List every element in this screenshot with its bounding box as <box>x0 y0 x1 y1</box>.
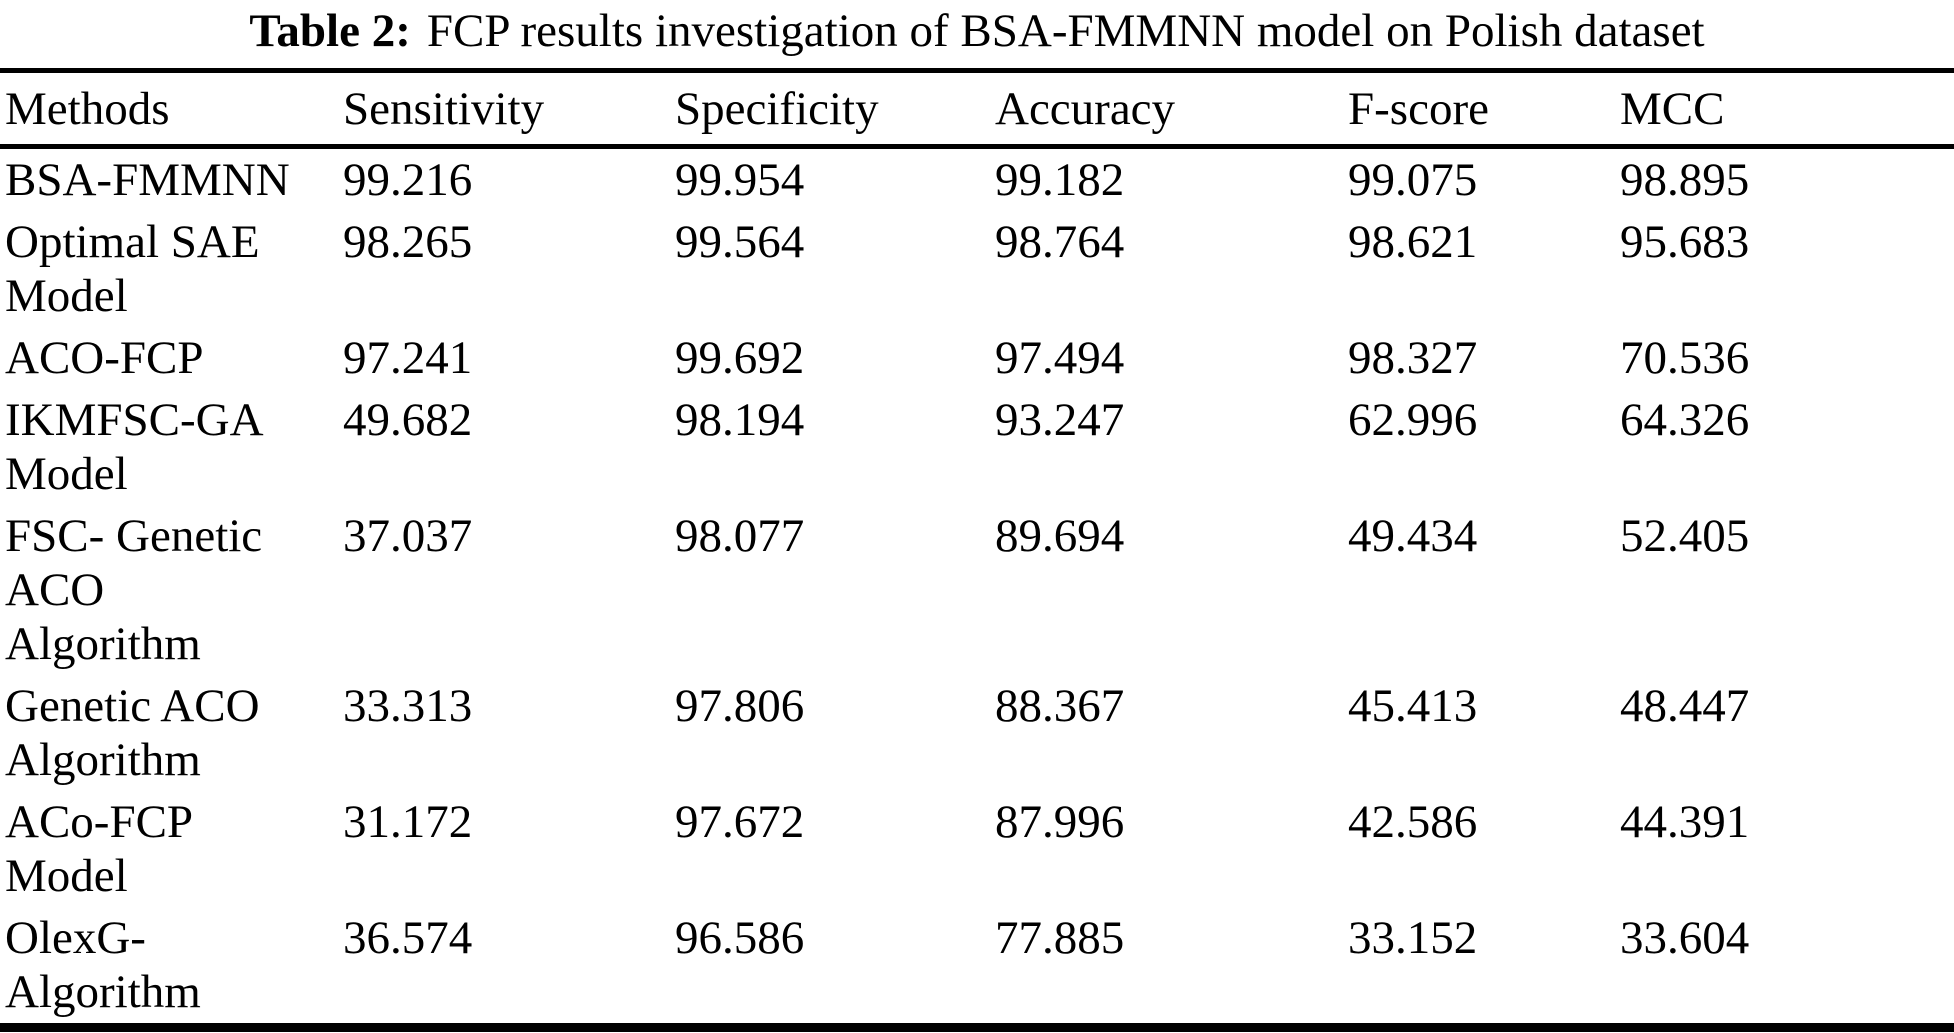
table-caption-text: FCP results investigation of BSA-FMMNN m… <box>426 5 1705 57</box>
mcc-value-cell: 70.536 <box>1620 332 1750 384</box>
method-cell: FSC- Genetic ACO Algorithm <box>5 510 263 670</box>
table-row: BSA-FMMNN 99.216 99.954 99.182 99.075 98… <box>0 147 1954 212</box>
specificity-value-cell: 96.586 <box>675 912 805 964</box>
specificity-value-cell: 97.672 <box>675 796 805 848</box>
specificity-value-cell: 99.954 <box>675 154 805 206</box>
mcc-value-cell: 95.683 <box>1620 216 1750 268</box>
table-row: IKMFSC-GA Model 49.682 98.194 93.247 62.… <box>0 389 1954 505</box>
sensitivity-value-cell: 37.037 <box>343 510 473 562</box>
accuracy-value-cell: 97.494 <box>995 332 1125 384</box>
table-caption-label: Table 2: <box>249 5 411 57</box>
column-header-specificity: Specificity <box>675 83 879 135</box>
table-row: FSC- Genetic ACO Algorithm 37.037 98.077… <box>0 505 1954 675</box>
column-header-fscore: F-score <box>1348 83 1489 135</box>
specificity-value-cell: 98.194 <box>675 394 805 446</box>
specificity-value-cell: 99.564 <box>675 216 805 268</box>
fscore-value-cell: 98.621 <box>1348 216 1478 268</box>
fscore-value-cell: 62.996 <box>1348 394 1478 446</box>
sensitivity-value-cell: 33.313 <box>343 680 473 732</box>
specificity-value-cell: 99.692 <box>675 332 805 384</box>
table-caption: Table 2: FCP results investigation of BSA… <box>0 0 1954 60</box>
method-cell: BSA-FMMNN <box>5 154 290 206</box>
mcc-value-cell: 52.405 <box>1620 510 1750 562</box>
mcc-value-cell: 48.447 <box>1620 680 1750 732</box>
results-table: Methods Sensitivity Specificity Accuracy… <box>0 68 1954 1032</box>
table-row: Optimal SAE Model 98.265 99.564 98.764 9… <box>0 211 1954 327</box>
accuracy-value-cell: 87.996 <box>995 796 1125 848</box>
method-cell: IKMFSC-GA Model <box>5 394 264 500</box>
fscore-value-cell: 45.413 <box>1348 680 1478 732</box>
method-cell: ACO-FCP <box>5 332 204 384</box>
column-header-methods: Methods <box>5 83 170 135</box>
accuracy-value-cell: 77.885 <box>995 912 1125 964</box>
column-header-sensitivity: Sensitivity <box>343 83 545 135</box>
table-row: ACo-FCP Model 31.172 97.672 87.996 42.58… <box>0 791 1954 907</box>
mcc-value-cell: 98.895 <box>1620 154 1750 206</box>
accuracy-value-cell: 98.764 <box>995 216 1125 268</box>
sensitivity-value-cell: 99.216 <box>343 154 473 206</box>
accuracy-value-cell: 88.367 <box>995 680 1125 732</box>
fscore-value-cell: 98.327 <box>1348 332 1478 384</box>
column-header-accuracy: Accuracy <box>995 83 1176 135</box>
table-row: OlexG- Algorithm 36.574 96.586 77.885 33… <box>0 907 1954 1028</box>
table-row: Genetic ACO Algorithm 33.313 97.806 88.3… <box>0 675 1954 791</box>
mcc-value-cell: 44.391 <box>1620 796 1750 848</box>
fscore-value-cell: 33.152 <box>1348 912 1478 964</box>
fscore-value-cell: 49.434 <box>1348 510 1478 562</box>
sensitivity-value-cell: 31.172 <box>343 796 473 848</box>
method-cell: OlexG- Algorithm <box>5 912 201 1018</box>
table-header: Methods Sensitivity Specificity Accuracy… <box>0 71 1954 147</box>
mcc-value-cell: 33.604 <box>1620 912 1750 964</box>
table-header-row: Methods Sensitivity Specificity Accuracy… <box>0 71 1954 147</box>
fscore-value-cell: 99.075 <box>1348 154 1478 206</box>
sensitivity-value-cell: 97.241 <box>343 332 473 384</box>
table-row: ACO-FCP 97.241 99.692 97.494 98.327 70.5… <box>0 327 1954 389</box>
method-cell: Optimal SAE Model <box>5 216 260 322</box>
sensitivity-value-cell: 49.682 <box>343 394 473 446</box>
accuracy-value-cell: 89.694 <box>995 510 1125 562</box>
column-header-mcc: MCC <box>1620 83 1725 135</box>
mcc-value-cell: 64.326 <box>1620 394 1750 446</box>
fscore-value-cell: 42.586 <box>1348 796 1478 848</box>
specificity-value-cell: 98.077 <box>675 510 805 562</box>
accuracy-value-cell: 99.182 <box>995 154 1125 206</box>
sensitivity-value-cell: 98.265 <box>343 216 473 268</box>
table-body: BSA-FMMNN 99.216 99.954 99.182 99.075 98… <box>0 147 1954 1028</box>
method-cell: Genetic ACO Algorithm <box>5 680 260 786</box>
sensitivity-value-cell: 36.574 <box>343 912 473 964</box>
accuracy-value-cell: 93.247 <box>995 394 1125 446</box>
method-cell: ACo-FCP Model <box>5 796 194 902</box>
specificity-value-cell: 97.806 <box>675 680 805 732</box>
